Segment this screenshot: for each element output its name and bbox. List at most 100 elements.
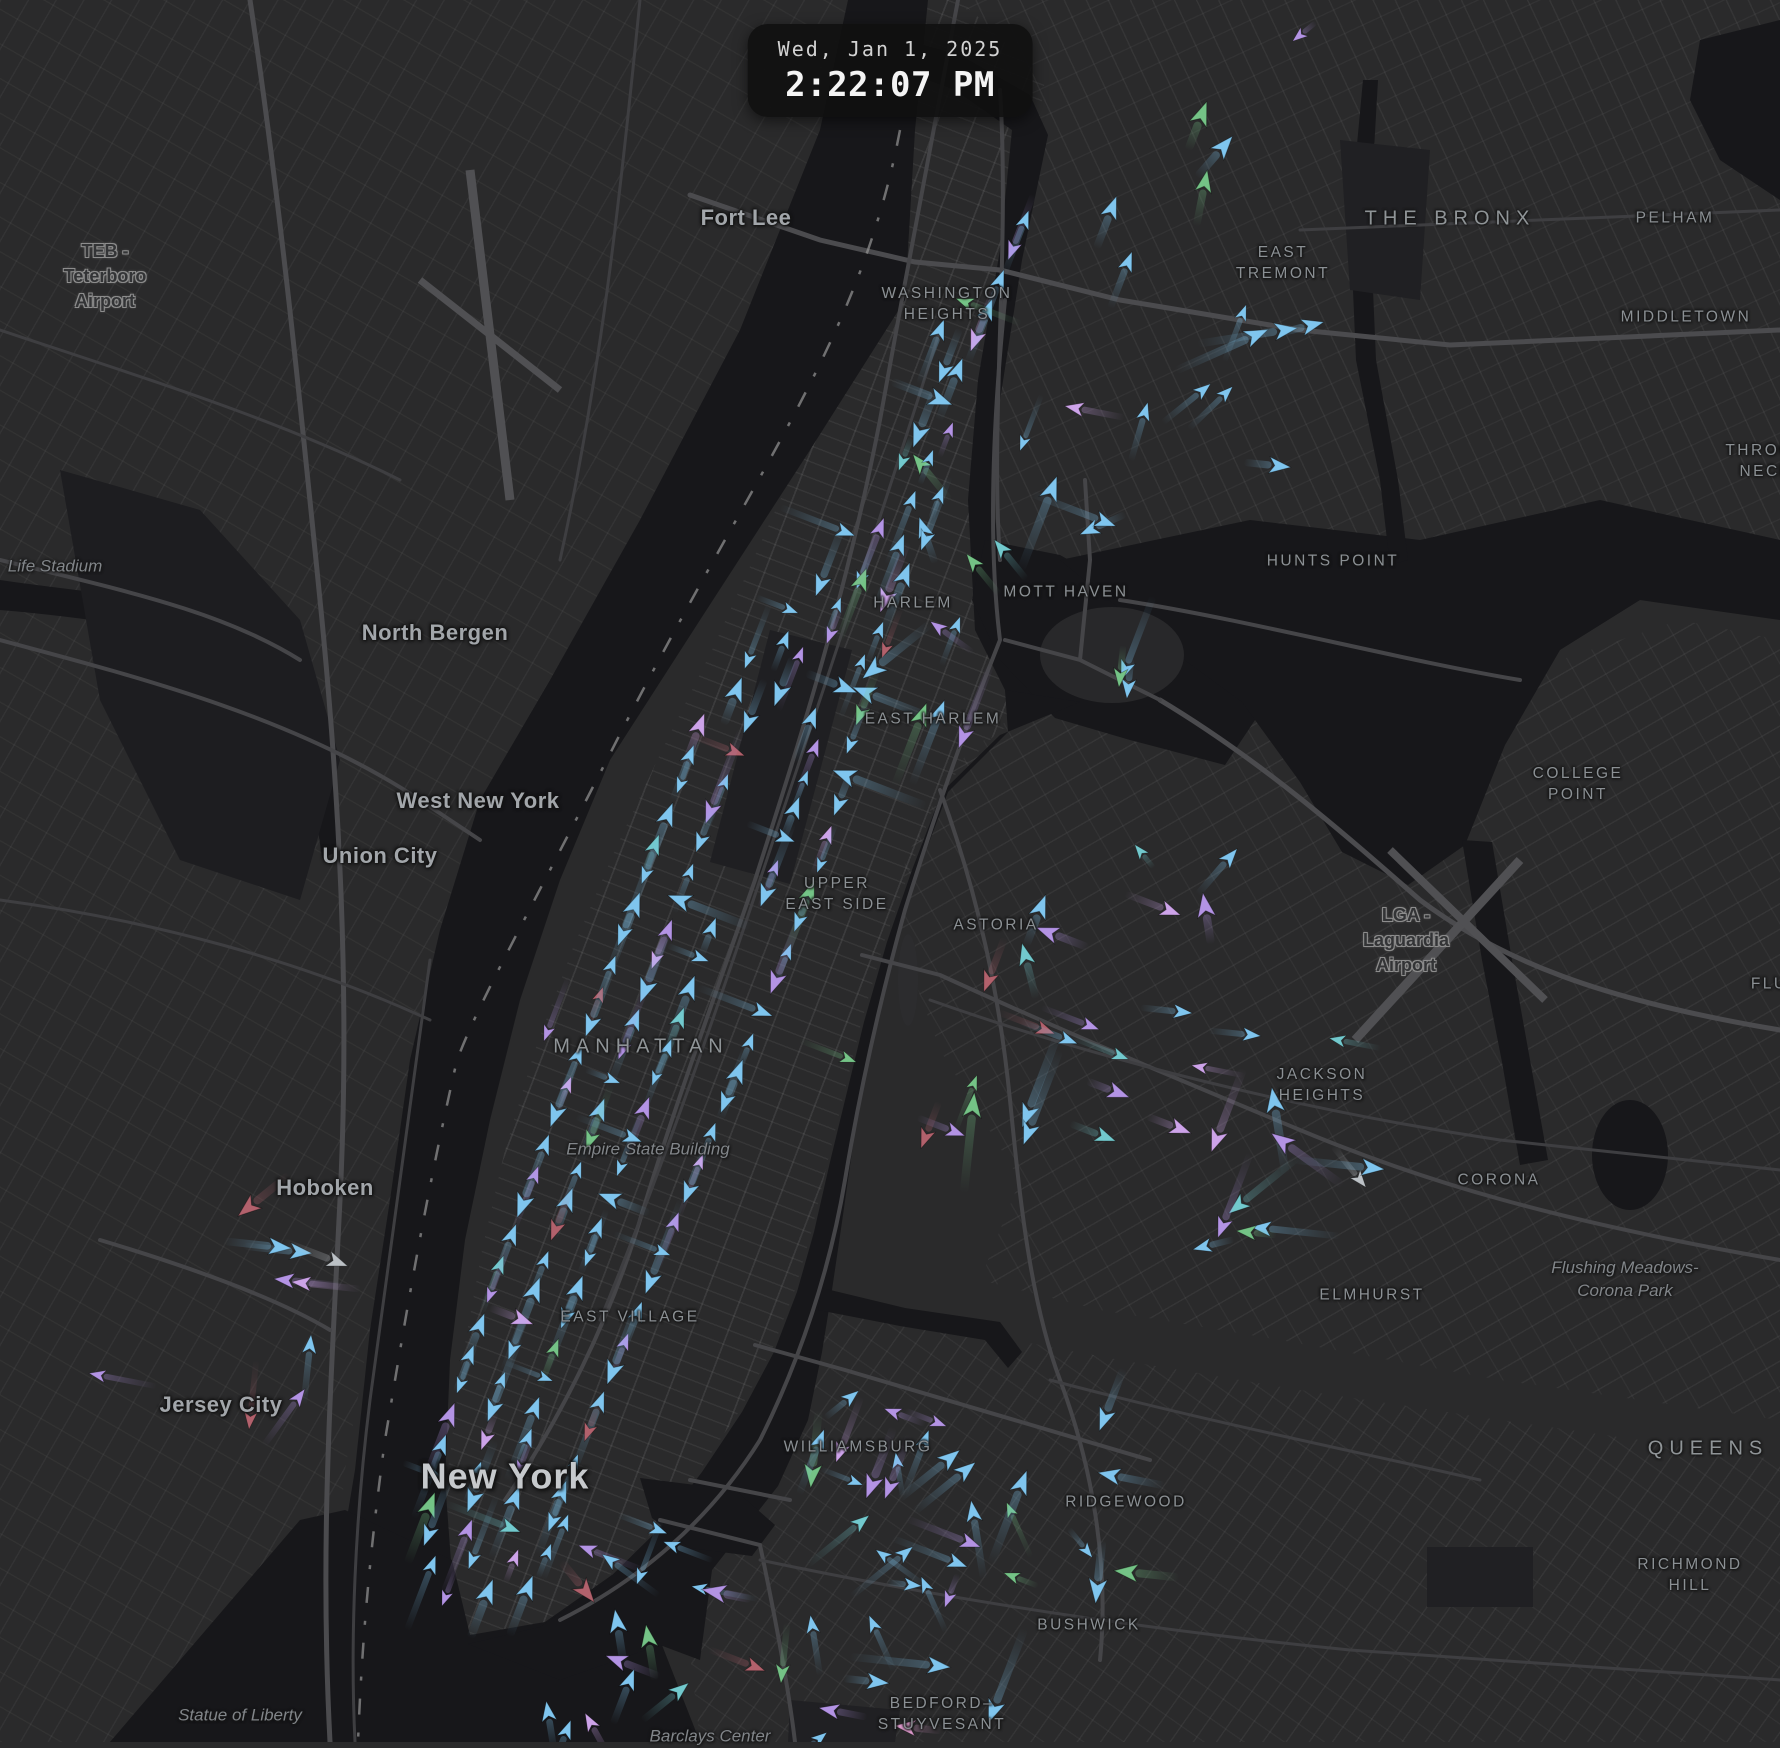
- vehicle-arrow: [853, 516, 885, 593]
- map-label-jersey-city: Jersey City: [159, 1392, 283, 1418]
- vehicle-arrow: [404, 1554, 437, 1631]
- vehicle-arrow: [1125, 891, 1182, 916]
- map-label-flushing: FLUSHING: [1750, 975, 1780, 993]
- vehicle-arrow: [898, 436, 914, 472]
- vehicle-arrow: [1227, 1155, 1300, 1215]
- vehicle-arrow: [1279, 318, 1326, 337]
- vehicle-arrow: [1185, 100, 1208, 151]
- map-label-union-city: Union City: [322, 843, 438, 869]
- map-label-fort-lee: Fort Lee: [700, 205, 792, 231]
- vehicle-arrow: [928, 485, 944, 520]
- vehicle-arrow: [883, 1408, 926, 1427]
- map-label-east-tremont: EAST TREMONT: [1235, 244, 1331, 282]
- vehicle-arrow: [666, 894, 752, 930]
- vehicle-arrow: [1134, 843, 1155, 869]
- vehicle-arrow: [1093, 195, 1117, 249]
- vehicle-arrow: [958, 663, 994, 750]
- vehicle-arrow: [792, 706, 817, 763]
- vehicle-arrow: [676, 736, 701, 795]
- vehicle-arrow: [489, 1484, 521, 1560]
- vehicle-arrow: [1328, 1034, 1381, 1051]
- vehicle-arrow: [780, 505, 856, 537]
- vehicle-arrow: [1243, 456, 1292, 474]
- vehicle-arrow: [916, 318, 945, 385]
- vehicle-arrow: [541, 1700, 558, 1742]
- vehicle-arrow: [641, 1682, 690, 1722]
- vehicle-arrow: [604, 1655, 660, 1679]
- vehicle-arrow: [1041, 1005, 1100, 1030]
- map-label-hoboken: Hoboken: [276, 1175, 374, 1201]
- vehicle-arrow: [1031, 491, 1117, 527]
- vehicle-arrow: [833, 771, 854, 818]
- vehicle-arrow: [720, 675, 743, 726]
- vehicle-arrow: [616, 1111, 644, 1178]
- vehicle-arrow: [805, 670, 859, 694]
- vehicle-arrow: [743, 679, 767, 735]
- vehicle-arrow: [954, 298, 1022, 326]
- vehicle-arrow: [885, 489, 916, 565]
- map-label-bushwick: BUSHWICK: [1037, 1616, 1141, 1634]
- vehicle-arrow: [799, 1038, 858, 1063]
- vehicle-arrow: [1112, 1563, 1180, 1584]
- vehicle-arrow: [938, 328, 963, 385]
- vehicle-arrow: [585, 1068, 621, 1084]
- vehicle-arrow: [769, 921, 801, 996]
- vehicle-arrow: [617, 984, 649, 1061]
- vehicle-arrow: [411, 1433, 447, 1519]
- vehicle-arrow: [838, 653, 866, 719]
- map-label-richmond-hill: RICHMOND HILL: [1637, 1556, 1743, 1594]
- map-label-harlem: HARLEM: [873, 594, 953, 612]
- vehicle-arrow: [1067, 1527, 1093, 1559]
- map-label-barclays-center: Barclays Center: [649, 1726, 771, 1746]
- vehicle-arrow: [1146, 1114, 1193, 1134]
- map-label-ridgewood: RIDGEWOOD: [1065, 1493, 1187, 1511]
- map-label-the-bronx: THE BRONX: [1364, 207, 1536, 230]
- vehicle-arrow: [609, 1608, 629, 1664]
- vehicle-arrow: [1208, 1026, 1262, 1042]
- map-label-east-village: EAST VILLAGE: [560, 1308, 700, 1326]
- vehicle-arrow: [651, 1050, 668, 1087]
- vehicle-arrow: [466, 1439, 498, 1514]
- map-label-elmhurst: ELMHURST: [1319, 1286, 1425, 1304]
- vehicle-arrow: [541, 1513, 569, 1580]
- vehicle-arrow: [960, 1091, 982, 1193]
- vehicle-arrow: [912, 387, 939, 449]
- vehicle-arrow: [879, 561, 911, 636]
- vehicle-arrow: [243, 1360, 259, 1431]
- vehicle-arrow: [549, 1065, 577, 1129]
- vehicle-arrow: [1190, 1062, 1244, 1078]
- vehicle-arrow: [1191, 1236, 1235, 1253]
- vehicle-arrow: [617, 861, 653, 948]
- vehicle-arrow: [1002, 1572, 1039, 1588]
- vehicle-arrow: [700, 1584, 752, 1605]
- vehicle-arrow: [904, 1408, 948, 1427]
- vehicle-arrow: [262, 1388, 306, 1447]
- vehicle-arrow: [1193, 168, 1212, 227]
- vehicle-arrow: [1128, 401, 1150, 462]
- vehicle-arrow: [771, 629, 789, 672]
- vehicle-arrow: [480, 1412, 498, 1452]
- vehicle-arrow: [667, 943, 710, 962]
- vehicle-arrow: [584, 1209, 609, 1268]
- map-label-hunts-point: HUNTS POINT: [1266, 552, 1400, 570]
- map-label-corona: CORONA: [1457, 1171, 1541, 1189]
- vehicle-arrow: [988, 1469, 1028, 1565]
- vehicle-arrow: [881, 608, 903, 659]
- clock-time: 2:22:07 PM: [785, 65, 995, 105]
- map-label-mott-haven: MOTT HAVEN: [1003, 583, 1129, 601]
- map-label-new-york: New York: [420, 1455, 590, 1497]
- vehicle-arrow: [697, 985, 774, 1017]
- vehicle-arrow: [672, 862, 694, 913]
- vehicle-arrow: [1071, 1035, 1130, 1060]
- vehicle-arrow: [937, 421, 954, 458]
- vehicle-arrow: [559, 1560, 596, 1604]
- vehicle-arrow: [550, 1719, 572, 1742]
- vehicle-arrow: [1069, 1121, 1117, 1142]
- vehicle-arrow: [610, 1668, 635, 1725]
- vehicle-arrow: [965, 1499, 987, 1580]
- vehicle-arrow: [806, 1614, 823, 1676]
- map-label-williamsburg: WILLIAMSBURG: [783, 1438, 933, 1456]
